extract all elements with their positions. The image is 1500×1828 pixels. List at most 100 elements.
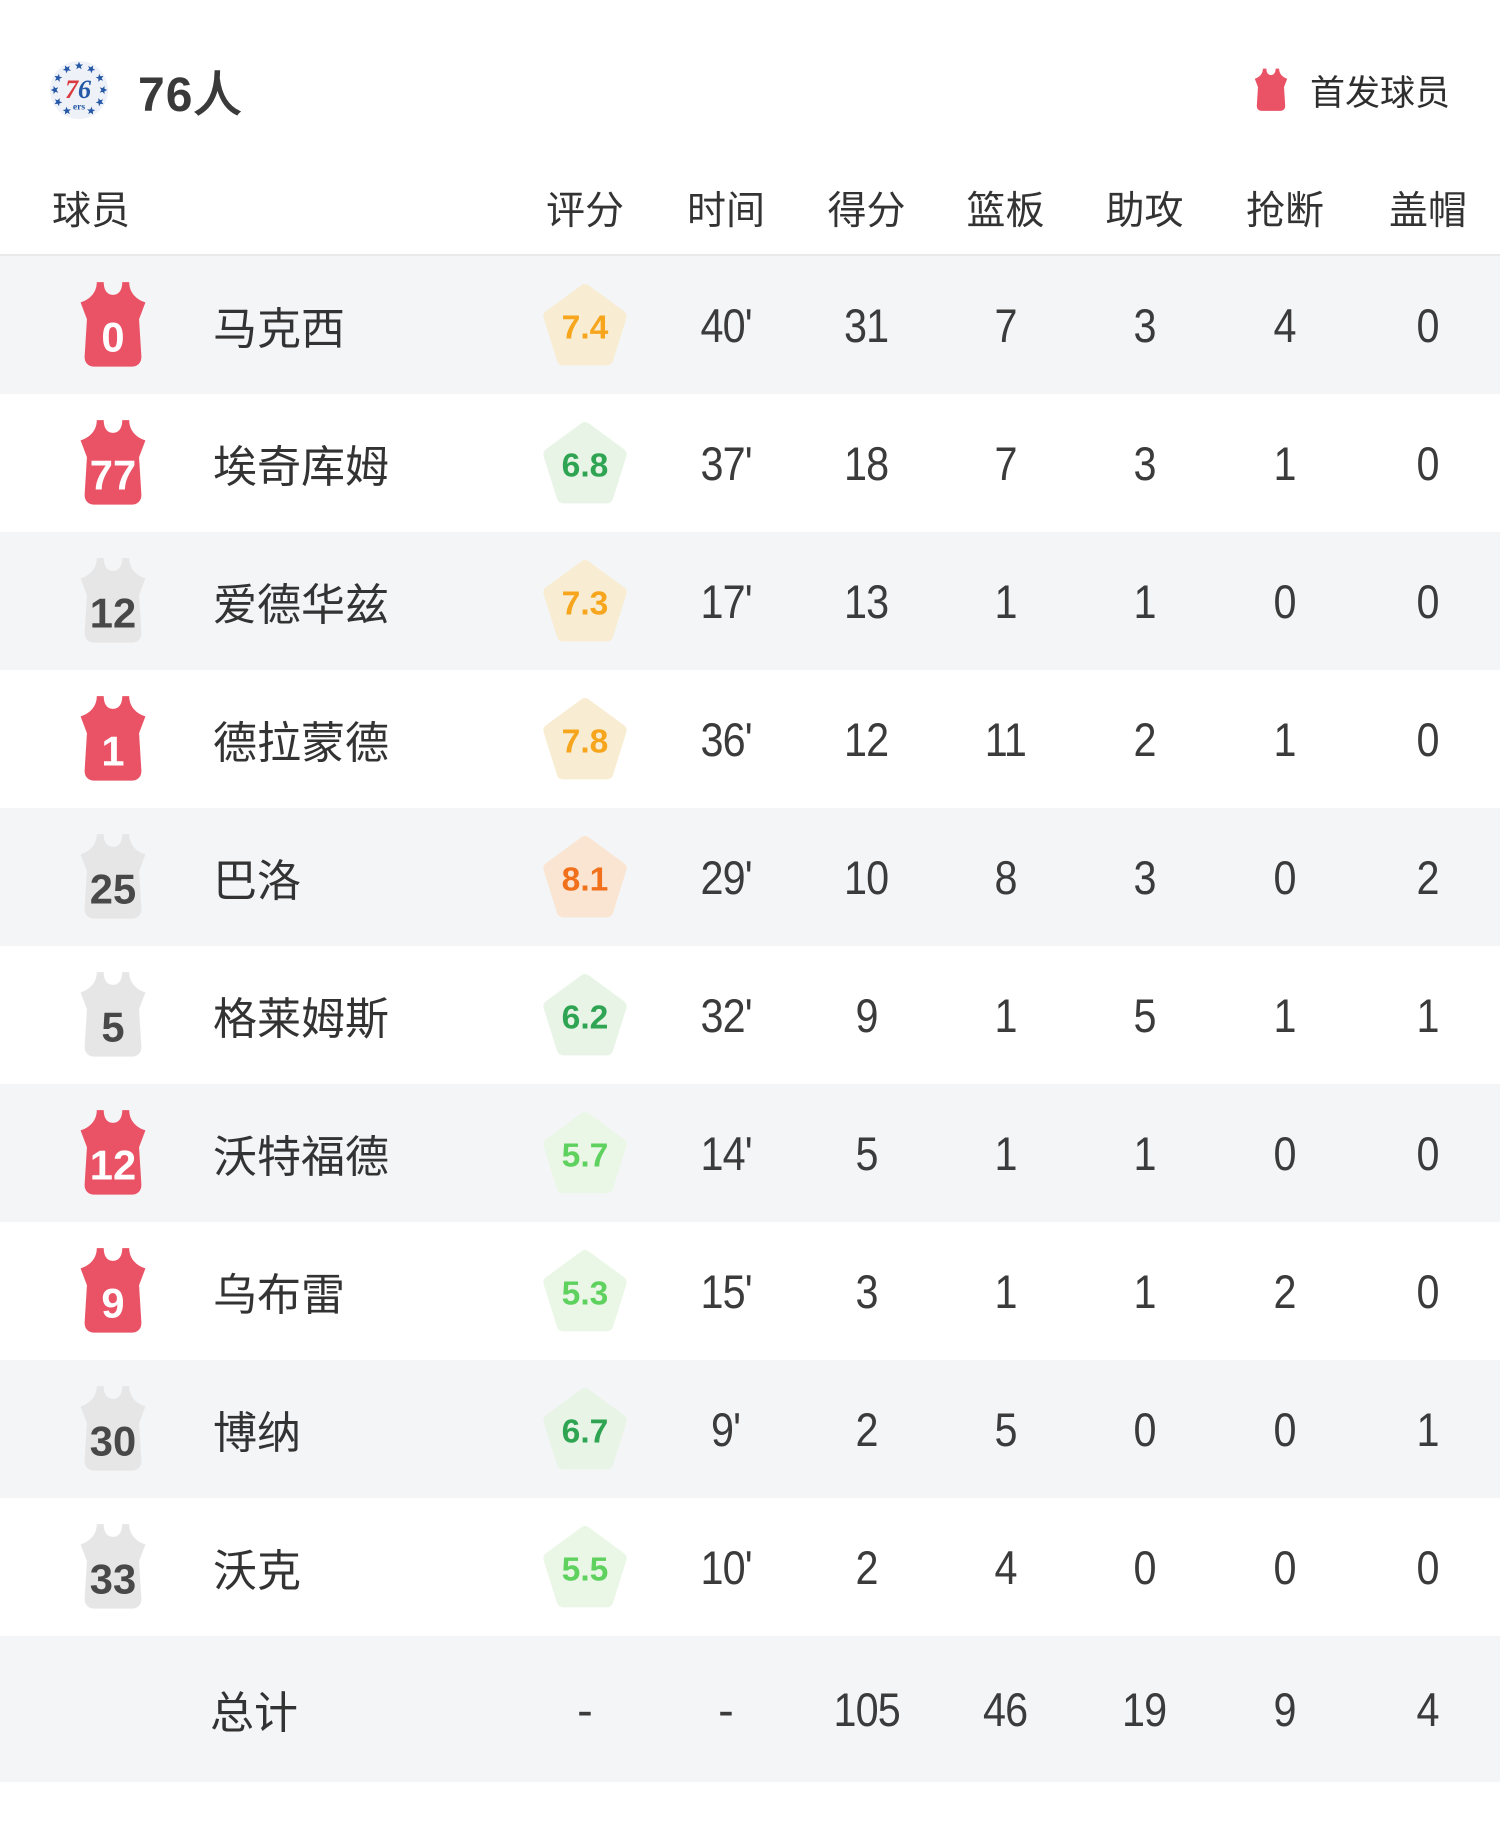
steals-cell: 0 xyxy=(1214,1540,1356,1595)
time-value: 32' xyxy=(700,988,752,1042)
rating-badge: 5.5 xyxy=(543,1526,627,1608)
col-header-rebounds: 篮板 xyxy=(966,190,1045,233)
starter-jersey-icon: 9 xyxy=(80,1248,146,1333)
assists-cell: 1 xyxy=(1075,574,1214,629)
rebounds-cell: 1 xyxy=(936,574,1075,629)
rating-cell: 6.7 xyxy=(515,1386,655,1472)
logo-seven: 7 xyxy=(65,75,79,104)
player-row[interactable]: 77 埃奇库姆 6.8 37' 18 7 3 1 0 xyxy=(0,394,1500,532)
col-header-steals: 抢断 xyxy=(1245,190,1324,233)
rebounds-value: 8 xyxy=(994,850,1017,904)
logo-ers: ers xyxy=(73,101,86,112)
player-cell: 12 爱德华兹 xyxy=(0,557,515,645)
rebounds-cell: 8 xyxy=(936,850,1075,905)
rebounds-value: 1 xyxy=(994,574,1017,628)
assists-cell: 3 xyxy=(1075,850,1214,905)
rating-value: 5.3 xyxy=(562,1275,609,1312)
bench-jersey-icon: 30 xyxy=(80,1386,146,1471)
blocks-value: 0 xyxy=(1416,712,1440,766)
player-cell: 30 博纳 xyxy=(0,1385,515,1473)
rebounds-value: 1 xyxy=(994,1126,1017,1180)
col-header-player: 球员 xyxy=(52,190,131,233)
player-cell: 9 乌布雷 xyxy=(0,1247,515,1335)
bench-jersey-icon: 25 xyxy=(80,834,146,919)
time-value: 37' xyxy=(700,436,752,490)
time-value: 36' xyxy=(700,712,752,766)
rating-value: 8.1 xyxy=(562,861,609,898)
player-row[interactable]: 5 格莱姆斯 6.2 32' 9 1 5 1 1 xyxy=(0,946,1500,1084)
rebounds-value: 5 xyxy=(994,1402,1017,1456)
assists-value: 0 xyxy=(1133,1540,1156,1594)
steals-value: 1 xyxy=(1273,712,1297,766)
time-cell: 29' xyxy=(655,850,797,905)
rating-badge: 7.3 xyxy=(543,560,627,642)
starter-jersey-icon: 0 xyxy=(80,282,146,367)
rebounds-cell: 1 xyxy=(936,988,1075,1043)
steals-value: 0 xyxy=(1273,1402,1297,1456)
player-table-body: 0 马克西 7.4 40' 31 7 3 4 0 77 埃奇库姆 6.8 37' 18 7 3 1 0 12 爱德华兹… xyxy=(0,256,1500,1636)
player-row[interactable]: 9 乌布雷 5.3 15' 3 1 1 2 0 xyxy=(0,1222,1500,1360)
player-row[interactable]: 33 沃克 5.5 10' 2 4 0 0 0 xyxy=(0,1498,1500,1636)
points-cell: 12 xyxy=(797,712,936,767)
rating-badge: 7.8 xyxy=(543,698,627,780)
points-cell: 2 xyxy=(797,1402,936,1457)
blocks-cell: 1 xyxy=(1356,1402,1500,1457)
player-cell: 33 沃克 xyxy=(0,1523,515,1611)
blocks-value: 0 xyxy=(1416,436,1440,490)
points-cell: 10 xyxy=(797,850,936,905)
jersey-number: 30 xyxy=(90,1418,136,1465)
assists-cell: 3 xyxy=(1075,298,1214,353)
rating-cell: 5.3 xyxy=(515,1248,655,1334)
starter-jersey-icon: 77 xyxy=(80,420,146,505)
assists-cell: 5 xyxy=(1075,988,1214,1043)
rating-cell: 6.2 xyxy=(515,972,655,1058)
rebounds-cell: 11 xyxy=(936,712,1075,767)
steals-value: 1 xyxy=(1273,436,1297,490)
blocks-cell: 0 xyxy=(1356,1126,1500,1181)
player-row[interactable]: 1 德拉蒙德 7.8 36' 12 11 2 1 0 xyxy=(0,670,1500,808)
total-time: - xyxy=(718,1682,734,1736)
assists-value: 3 xyxy=(1133,298,1156,352)
rebounds-value: 1 xyxy=(994,1264,1017,1318)
player-name: 德拉蒙德 xyxy=(213,719,389,768)
player-name: 埃奇库姆 xyxy=(213,443,389,492)
rating-value: 6.2 xyxy=(562,999,609,1036)
rebounds-value: 7 xyxy=(994,298,1017,352)
assists-cell: 1 xyxy=(1075,1264,1214,1319)
assists-cell: 1 xyxy=(1075,1126,1214,1181)
player-cell: 77 埃奇库姆 xyxy=(0,419,515,507)
rating-cell: 7.3 xyxy=(515,558,655,644)
player-name: 爱德华兹 xyxy=(213,581,389,630)
player-row[interactable]: 0 马克西 7.4 40' 31 7 3 4 0 xyxy=(0,256,1500,394)
player-name: 乌布雷 xyxy=(213,1271,345,1320)
starter-jersey-icon: 1 xyxy=(80,696,146,781)
player-row[interactable]: 30 博纳 6.7 9' 2 5 0 0 1 xyxy=(0,1360,1500,1498)
team-header: 76 ers 76人 xyxy=(48,55,242,125)
jersey-number: 12 xyxy=(90,1142,136,1189)
steals-value: 0 xyxy=(1273,850,1297,904)
player-row[interactable]: 25 巴洛 8.1 29' 10 8 3 0 2 xyxy=(0,808,1500,946)
player-row[interactable]: 12 爱德华兹 7.3 17' 13 1 1 0 0 xyxy=(0,532,1500,670)
time-value: 14' xyxy=(700,1126,752,1180)
time-value: 10' xyxy=(700,1540,752,1594)
time-cell: 17' xyxy=(655,574,797,629)
rebounds-cell: 5 xyxy=(936,1402,1075,1457)
total-assists: 19 xyxy=(1122,1682,1167,1736)
assists-value: 1 xyxy=(1133,574,1156,628)
col-header-points: 得分 xyxy=(827,190,906,233)
rating-cell: 8.1 xyxy=(515,834,655,920)
player-cell: 12 沃特福德 xyxy=(0,1109,515,1197)
player-name: 巴洛 xyxy=(213,857,301,906)
blocks-value: 0 xyxy=(1416,1540,1440,1594)
assists-value: 3 xyxy=(1133,850,1156,904)
jersey-number: 25 xyxy=(90,866,136,913)
rating-badge: 5.7 xyxy=(543,1112,627,1194)
table-column-header: 球员 评分 时间 得分 篮板 助攻 抢断 盖帽 xyxy=(0,162,1500,256)
blocks-value: 2 xyxy=(1416,850,1440,904)
rating-cell: 7.8 xyxy=(515,696,655,782)
rating-cell: 6.8 xyxy=(515,420,655,506)
steals-value: 0 xyxy=(1273,1126,1297,1180)
player-row[interactable]: 12 沃特福德 5.7 14' 5 1 1 0 0 xyxy=(0,1084,1500,1222)
rating-value: 6.7 xyxy=(562,1413,609,1450)
time-cell: 40' xyxy=(655,298,797,353)
